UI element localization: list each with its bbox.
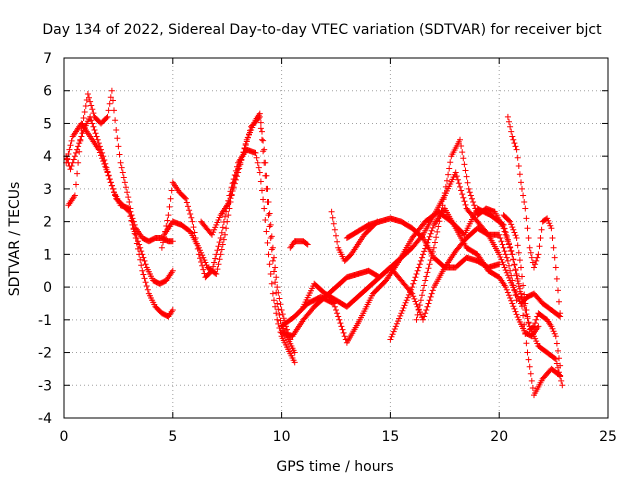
series-markers	[65, 87, 176, 287]
x-tick-label: 0	[60, 429, 69, 445]
y-tick-label: 4	[43, 149, 52, 165]
y-tick-label: 6	[43, 84, 52, 100]
series-markers	[500, 212, 564, 369]
y-tick-label: 3	[43, 182, 52, 198]
x-tick-label: 5	[168, 429, 177, 445]
series-track-6	[198, 110, 294, 343]
series-markers	[287, 238, 311, 251]
plot-frame	[63, 57, 609, 419]
y-tick-label: 0	[43, 280, 52, 296]
series-markers	[387, 205, 542, 343]
y-tick-label: -3	[38, 378, 52, 394]
series-track-7	[287, 238, 311, 251]
x-tick-label: 25	[599, 429, 617, 445]
series-track-3	[65, 87, 176, 287]
x-axis-label: GPS time / hours	[276, 459, 393, 475]
series-markers	[158, 146, 298, 366]
y-tick-label: 5	[43, 116, 52, 132]
y-tick-label: -2	[38, 346, 52, 362]
y-tick-label: 1	[43, 247, 52, 263]
x-tick-label: 10	[273, 429, 291, 445]
series-markers	[198, 110, 294, 343]
series-track-15	[500, 212, 564, 369]
x-tick-label: 20	[490, 429, 508, 445]
y-tick-label: 7	[43, 51, 52, 67]
y-tick-label: 2	[43, 215, 52, 231]
y-tick-label: -1	[38, 313, 52, 329]
y-tick-label: -4	[38, 411, 52, 427]
chart-title: Day 134 of 2022, Sidereal Day-to-day VTE…	[42, 22, 602, 38]
series-track-16	[504, 113, 564, 317]
series-markers	[504, 113, 564, 317]
y-axis-label: SDTVAR / TECUs	[7, 182, 23, 297]
series-track-13	[387, 205, 542, 343]
data-points	[63, 87, 566, 399]
axis-ticks: 0 5 10 15 20 25 -4 -3 -2 -1 0 1 2 3 4 5 6 7	[38, 51, 617, 445]
x-tick-label: 15	[381, 429, 399, 445]
series-track-4	[158, 146, 298, 366]
